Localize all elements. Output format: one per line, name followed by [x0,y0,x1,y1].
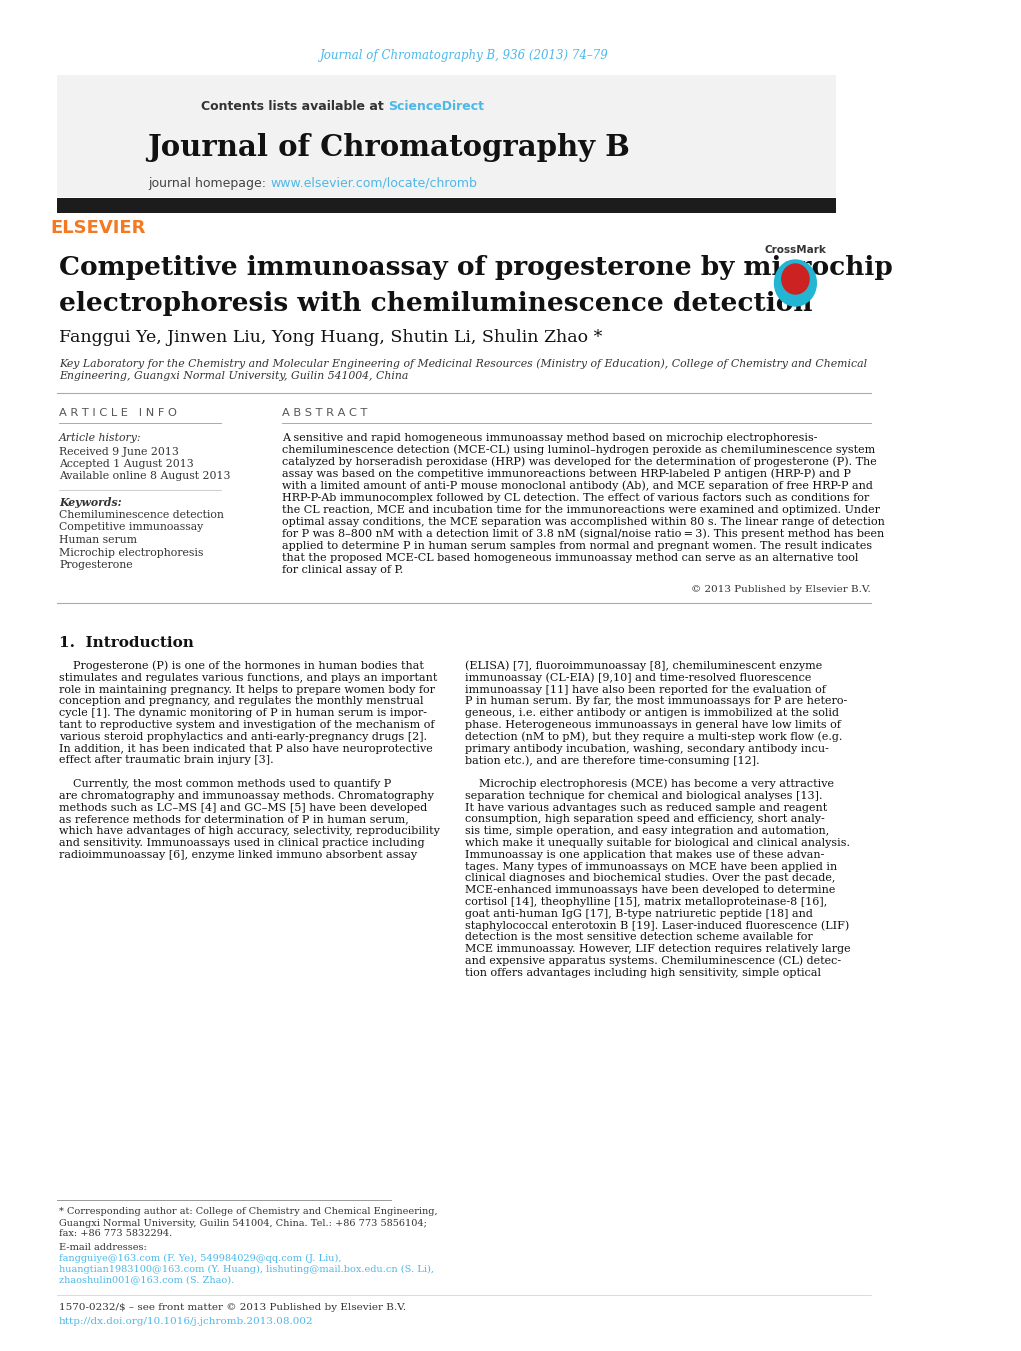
Text: Engineering, Guangxi Normal University, Guilin 541004, China: Engineering, Guangxi Normal University, … [59,372,408,381]
Text: clinical diagnoses and biochemical studies. Over the past decade,: clinical diagnoses and biochemical studi… [466,873,836,884]
Text: HRP-P-Ab immunocomplex followed by CL detection. The effect of various factors s: HRP-P-Ab immunocomplex followed by CL de… [282,493,869,503]
Text: Accepted 1 August 2013: Accepted 1 August 2013 [59,459,194,469]
Text: effect after traumatic brain injury [3].: effect after traumatic brain injury [3]. [59,755,274,766]
Text: which have advantages of high accuracy, selectivity, reproducibility: which have advantages of high accuracy, … [59,827,440,836]
Text: cortisol [14], theophylline [15], matrix metalloproteinase-8 [16],: cortisol [14], theophylline [15], matrix… [466,897,828,907]
Text: catalyzed by horseradish peroxidase (HRP) was developed for the determination of: catalyzed by horseradish peroxidase (HRP… [282,457,877,467]
Text: which make it unequally suitable for biological and clinical analysis.: which make it unequally suitable for bio… [466,838,850,848]
Text: radioimmunoassay [6], enzyme linked immuno absorbent assay: radioimmunoassay [6], enzyme linked immu… [59,850,418,859]
Text: detection (nM to pM), but they require a multi-step work flow (e.g.: detection (nM to pM), but they require a… [466,731,842,742]
Text: MCE immunoassay. However, LIF detection requires relatively large: MCE immunoassay. However, LIF detection … [466,944,852,954]
Text: and sensitivity. Immunoassays used in clinical practice including: and sensitivity. Immunoassays used in cl… [59,838,425,848]
Text: Competitive immunoassay: Competitive immunoassay [59,523,203,532]
Text: Journal of Chromatography B, 936 (2013) 74–79: Journal of Chromatography B, 936 (2013) … [321,49,609,62]
Bar [57,199,836,213]
Text: ELSEVIER: ELSEVIER [50,219,146,236]
Text: 1570-0232/$ – see front matter © 2013 Published by Elsevier B.V.: 1570-0232/$ – see front matter © 2013 Pu… [59,1304,406,1313]
Text: various steroid prophylactics and anti-early-pregnancy drugs [2].: various steroid prophylactics and anti-e… [59,732,427,742]
Text: journal homepage:: journal homepage: [148,177,270,189]
Text: with a limited amount of anti-P mouse monoclonal antibody (Ab), and MCE separati: with a limited amount of anti-P mouse mo… [282,481,873,492]
Text: fangguiye@163.com (F. Ye), 549984029@qq.com (J. Liu),: fangguiye@163.com (F. Ye), 549984029@qq.… [59,1254,342,1263]
Text: Competitive immunoassay of progesterone by microchip: Competitive immunoassay of progesterone … [59,255,892,281]
Circle shape [782,263,809,295]
Text: (ELISA) [7], fluoroimmunoassay [8], chemiluminescent enzyme: (ELISA) [7], fluoroimmunoassay [8], chem… [466,661,823,671]
Text: Microchip electrophoresis: Microchip electrophoresis [59,547,203,558]
Text: Progesterone (P) is one of the hormones in human bodies that: Progesterone (P) is one of the hormones … [59,661,424,671]
Text: applied to determine P in human serum samples from normal and pregnant women. Th: applied to determine P in human serum sa… [282,540,872,551]
Text: www.elsevier.com/locate/chromb: www.elsevier.com/locate/chromb [270,177,477,189]
Text: detection is the most sensitive detection scheme available for: detection is the most sensitive detectio… [466,932,813,943]
Circle shape [775,259,817,305]
Text: are chromatography and immunoassay methods. Chromatography: are chromatography and immunoassay metho… [59,790,434,801]
Text: and expensive apparatus systems. Chemiluminescence (CL) detec-: and expensive apparatus systems. Chemilu… [466,955,841,966]
Text: Human serum: Human serum [59,535,137,544]
Text: for P was 8–800 nM with a detection limit of 3.8 nM (signal/noise ratio = 3). Th: for P was 8–800 nM with a detection limi… [282,528,884,539]
Text: tages. Many types of immunoassays on MCE have been applied in: tages. Many types of immunoassays on MCE… [466,862,837,871]
Text: © 2013 Published by Elsevier B.V.: © 2013 Published by Elsevier B.V. [691,585,871,594]
Text: Chemiluminescence detection: Chemiluminescence detection [59,509,224,520]
Text: role in maintaining pregnancy. It helps to prepare women body for: role in maintaining pregnancy. It helps … [59,685,435,694]
Text: Guangxi Normal University, Guilin 541004, China. Tel.: +86 773 5856104;: Guangxi Normal University, Guilin 541004… [59,1219,427,1228]
Text: huangtian1983100@163.com (Y. Huang), lishuting@mail.box.edu.cn (S. Li),: huangtian1983100@163.com (Y. Huang), lis… [59,1265,434,1274]
Text: bation etc.), and are therefore time-consuming [12].: bation etc.), and are therefore time-con… [466,755,760,766]
Text: Keywords:: Keywords: [59,497,121,508]
Text: Microchip electrophoresis (MCE) has become a very attractive: Microchip electrophoresis (MCE) has beco… [466,778,834,789]
Text: for clinical assay of P.: for clinical assay of P. [282,565,403,576]
FancyBboxPatch shape [57,76,836,197]
Text: Progesterone: Progesterone [59,561,133,570]
Text: immunoassay (CL-EIA) [9,10] and time-resolved fluorescence: immunoassay (CL-EIA) [9,10] and time-res… [466,673,812,684]
Text: electrophoresis with chemiluminescence detection: electrophoresis with chemiluminescence d… [59,290,813,316]
Text: that the proposed MCE-CL based homogeneous immunoassay method can serve as an al: that the proposed MCE-CL based homogeneo… [282,553,859,563]
Text: P in human serum. By far, the most immunoassays for P are hetero-: P in human serum. By far, the most immun… [466,696,847,707]
Text: A R T I C L E   I N F O: A R T I C L E I N F O [59,408,177,417]
Text: Currently, the most common methods used to quantify P: Currently, the most common methods used … [59,780,391,789]
Text: staphylococcal enterotoxin B [19]. Laser-induced fluorescence (LIF): staphylococcal enterotoxin B [19]. Laser… [466,920,849,931]
Text: http://dx.doi.org/10.1016/j.jchromb.2013.08.002: http://dx.doi.org/10.1016/j.jchromb.2013… [59,1316,313,1325]
Text: tant to reproductive system and investigation of the mechanism of: tant to reproductive system and investig… [59,720,435,730]
Text: immunoassay [11] have also been reported for the evaluation of: immunoassay [11] have also been reported… [466,685,826,694]
Text: A sensitive and rapid homogeneous immunoassay method based on microchip electrop: A sensitive and rapid homogeneous immuno… [282,434,817,443]
Text: the CL reaction, MCE and incubation time for the immunoreactions were examined a: the CL reaction, MCE and incubation time… [282,505,880,515]
Text: E-mail addresses:: E-mail addresses: [59,1243,150,1251]
Text: Journal of Chromatography B: Journal of Chromatography B [147,134,630,162]
Text: conception and pregnancy, and regulates the monthly menstrual: conception and pregnancy, and regulates … [59,696,424,707]
Text: It have various advantages such as reduced sample and reagent: It have various advantages such as reduc… [466,802,828,812]
Text: separation technique for chemical and biological analyses [13].: separation technique for chemical and bi… [466,790,823,801]
Text: consumption, high separation speed and efficiency, short analy-: consumption, high separation speed and e… [466,815,825,824]
Text: primary antibody incubation, washing, secondary antibody incu-: primary antibody incubation, washing, se… [466,743,829,754]
Text: A B S T R A C T: A B S T R A C T [282,408,368,417]
Text: sis time, simple operation, and easy integration and automation,: sis time, simple operation, and easy int… [466,827,830,836]
Text: optimal assay conditions, the MCE separation was accomplished within 80 s. The l: optimal assay conditions, the MCE separa… [282,517,884,527]
Text: MCE-enhanced immunoassays have been developed to determine: MCE-enhanced immunoassays have been deve… [466,885,836,896]
Text: ScienceDirect: ScienceDirect [388,100,484,113]
Text: Available online 8 August 2013: Available online 8 August 2013 [59,471,231,481]
Text: Contents lists available at: Contents lists available at [201,100,388,113]
Text: In addition, it has been indicated that P also have neuroprotective: In addition, it has been indicated that … [59,743,433,754]
Text: zhaoshulin001@163.com (S. Zhao).: zhaoshulin001@163.com (S. Zhao). [59,1275,235,1285]
Text: phase. Heterogeneous immunoassays in general have low limits of: phase. Heterogeneous immunoassays in gen… [466,720,841,730]
Text: stimulates and regulates various functions, and plays an important: stimulates and regulates various functio… [59,673,437,682]
Text: 1.  Introduction: 1. Introduction [59,636,194,650]
Text: Fanggui Ye, Jinwen Liu, Yong Huang, Shutin Li, Shulin Zhao *: Fanggui Ye, Jinwen Liu, Yong Huang, Shut… [59,328,602,346]
Text: CrossMark: CrossMark [765,245,826,255]
Text: Key Laboratory for the Chemistry and Molecular Engineering of Medicinal Resource: Key Laboratory for the Chemistry and Mol… [59,359,867,369]
Text: Received 9 June 2013: Received 9 June 2013 [59,447,179,457]
Text: goat anti-human IgG [17], B-type natriuretic peptide [18] and: goat anti-human IgG [17], B-type natriur… [466,909,814,919]
Text: tion offers advantages including high sensitivity, simple optical: tion offers advantages including high se… [466,967,822,978]
Text: Immunoassay is one application that makes use of these advan-: Immunoassay is one application that make… [466,850,825,859]
Text: methods such as LC–MS [4] and GC–MS [5] have been developed: methods such as LC–MS [4] and GC–MS [5] … [59,802,428,812]
Text: fax: +86 773 5832294.: fax: +86 773 5832294. [59,1229,173,1239]
Text: Article history:: Article history: [59,434,142,443]
Text: chemiluminescence detection (MCE-CL) using luminol–hydrogen peroxide as chemilum: chemiluminescence detection (MCE-CL) usi… [282,444,875,455]
Text: * Corresponding author at: College of Chemistry and Chemical Engineering,: * Corresponding author at: College of Ch… [59,1208,438,1216]
Text: as reference methods for determination of P in human serum,: as reference methods for determination o… [59,815,408,824]
Text: geneous, i.e. either antibody or antigen is immobilized at the solid: geneous, i.e. either antibody or antigen… [466,708,839,719]
Text: assay was based on the competitive immunoreactions between HRP-labeled P antigen: assay was based on the competitive immun… [282,469,850,480]
Text: cycle [1]. The dynamic monitoring of P in human serum is impor-: cycle [1]. The dynamic monitoring of P i… [59,708,427,719]
